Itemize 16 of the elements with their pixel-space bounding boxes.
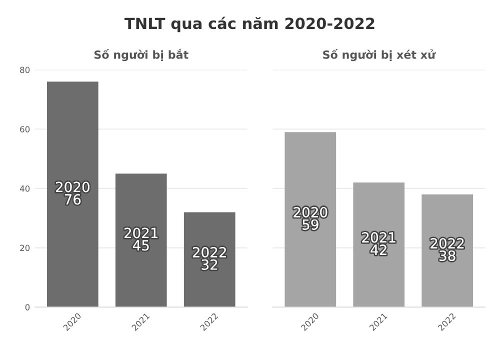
bar — [46, 82, 98, 308]
y-tick-label: 60 — [20, 126, 30, 132]
data-label: 2021 45 — [124, 228, 158, 251]
data-label: 2020 59 — [294, 206, 328, 230]
y-tick-label: 0 — [25, 304, 30, 310]
data-label: 2022 32 — [192, 246, 226, 270]
chart-title: Số người bị bắt — [94, 48, 188, 62]
data-label: 2021 42 — [362, 232, 396, 255]
chart-title: Số người bị xét xử — [323, 48, 436, 62]
bar — [115, 174, 167, 308]
y-tick-label: 40 — [20, 185, 30, 192]
text: TNLT qua các năm 2020-2022 — [124, 16, 374, 32]
y-tick-label: 80 — [20, 66, 30, 74]
y-tick-label: 20 — [20, 244, 30, 252]
data-label: 2022 38 — [430, 238, 464, 261]
data-label: 2020 76 — [56, 182, 90, 205]
